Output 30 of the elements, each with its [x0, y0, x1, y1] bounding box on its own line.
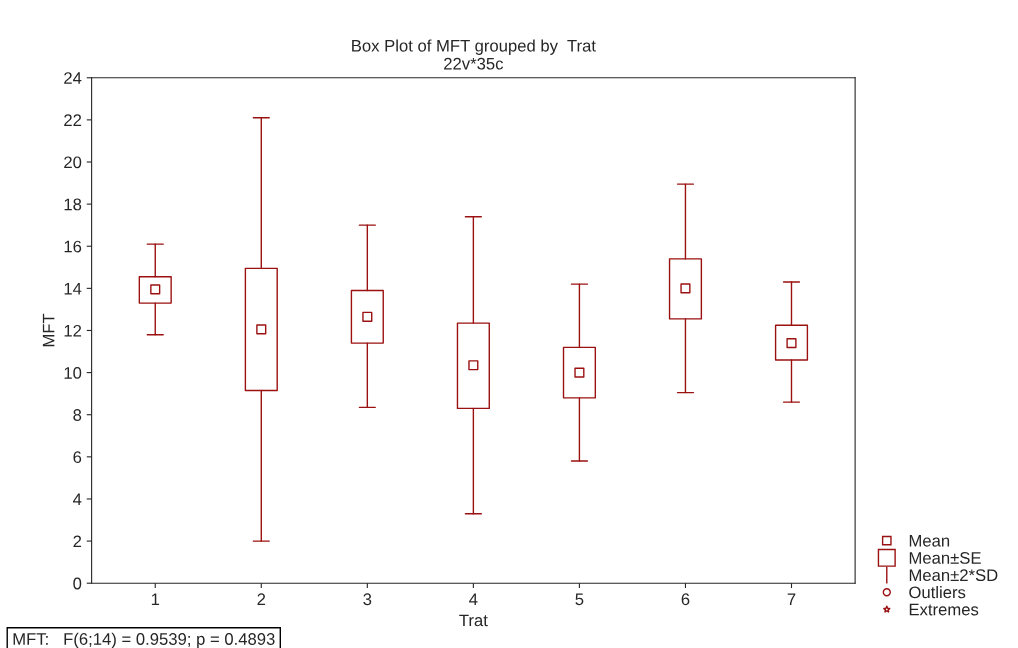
legend-label: Mean±2*SD [909, 569, 998, 582]
x-tick-label: 4 [469, 593, 478, 605]
x-tick-label: 6 [681, 593, 690, 606]
y-axis-title: MFT [42, 313, 55, 347]
x-axis-title: Trat [459, 614, 488, 627]
y-tick-label: 8 [73, 409, 82, 421]
y-tick-label: 22 [64, 114, 82, 126]
x-tick-label: 2 [257, 593, 266, 605]
legend-label: Mean [909, 535, 950, 547]
legend-label: Extremes [909, 603, 979, 616]
y-tick-label: 6 [73, 451, 82, 464]
chart-subtitle: 22v*35c [444, 57, 504, 70]
y-tick-label: 20 [64, 156, 82, 169]
y-tick-label: 16 [64, 240, 82, 253]
y-tick-label: 2 [73, 535, 82, 548]
y-tick-label: 14 [64, 282, 82, 295]
text: MFT: F(6;14) = 0.9539; p = 0.4893 [13, 632, 275, 648]
y-tick-label: 12 [64, 324, 82, 337]
x-tick-label: 3 [363, 593, 372, 606]
y-tick-label: 10 [64, 367, 82, 379]
x-tick-label: 5 [575, 593, 584, 606]
y-tick-label: 0 [73, 577, 82, 590]
chart-title: Box Plot of MFT grouped by Trat [352, 39, 596, 55]
legend-label: Outliers [909, 586, 966, 599]
x-tick-label: 1 [151, 593, 160, 605]
y-tick-label: 4 [73, 493, 82, 505]
y-tick-label: 18 [64, 198, 82, 211]
y-tick-label: 24 [64, 72, 82, 84]
legend-label: Mean±SE [909, 552, 981, 564]
x-tick-label: 7 [787, 593, 796, 605]
